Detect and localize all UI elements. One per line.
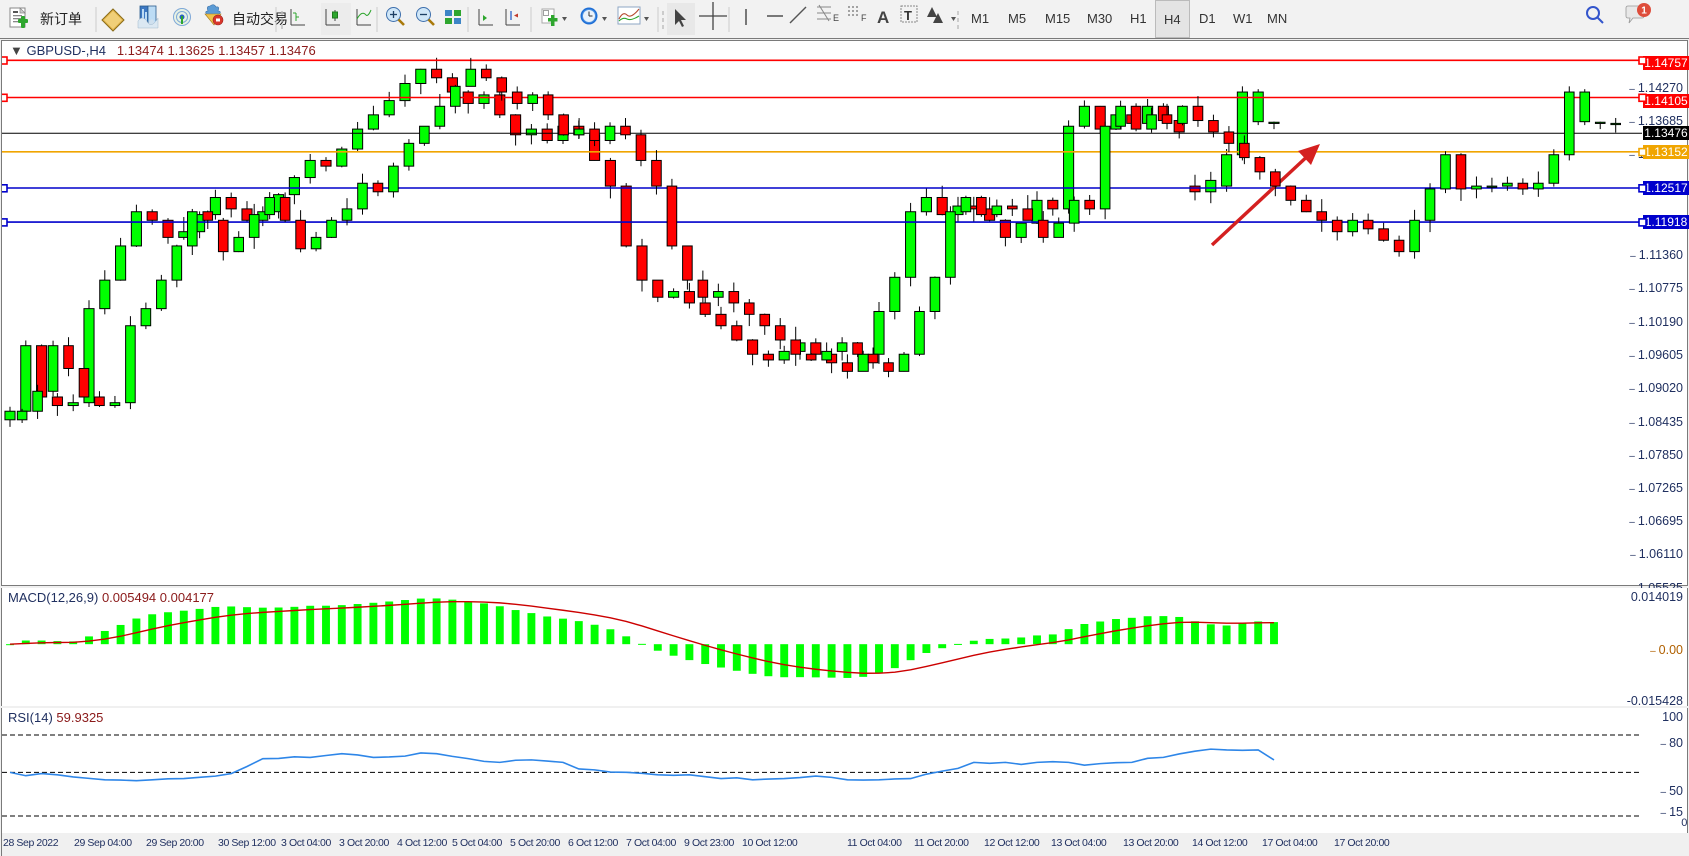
svg-text:A: A <box>877 8 889 27</box>
svg-text:1: 1 <box>1641 6 1647 17</box>
svg-text:F: F <box>861 13 867 23</box>
svg-text:E: E <box>833 13 839 23</box>
svg-text:T: T <box>904 8 912 23</box>
svg-text:自动交易: 自动交易 <box>232 11 288 27</box>
svg-text:新订单: 新订单 <box>40 11 82 27</box>
